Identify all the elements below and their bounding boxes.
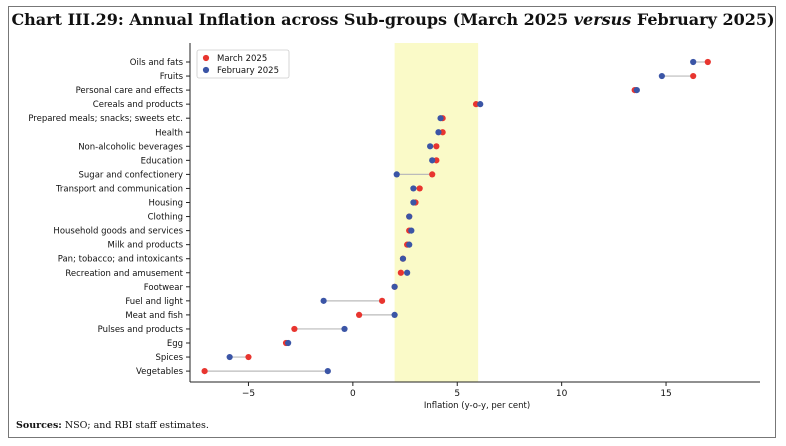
category-label: Prepared meals; snacks; sweets etc. [28,114,183,124]
category-label: Non-alcoholic beverages [78,142,183,152]
category-label: Pulses and products [98,325,184,335]
february-point [633,87,640,94]
february-point [406,213,413,220]
february-point [399,255,407,262]
chart-title: Chart III.29: Annual Inflation across Su… [0,10,786,29]
february-point [285,339,292,347]
february-point [320,297,327,304]
category-label: Pan; tobacco; and intoxicants [58,255,184,265]
category-label: Egg [167,339,183,349]
category-label: Housing [148,199,183,209]
category-label: Fuel and light [125,297,183,307]
category-label: Footwear [144,283,184,293]
category-label: Education [141,156,183,166]
february-point [324,368,331,375]
march-point [201,368,208,375]
february-point [391,311,398,318]
legend-february-marker [202,66,210,74]
february-point [437,115,444,122]
category-label: Personal care and effects [76,86,184,96]
target-band [394,43,479,382]
x-axis-label: Inflation (y-o-y, per cent) [424,401,530,411]
title-tail: February 2025) [631,10,775,29]
february-point [406,241,413,248]
march-point [356,311,363,318]
february-point [658,72,665,80]
category-label: Milk and products [108,241,184,251]
march-point [690,72,697,80]
category-label: Sugar and confectionery [79,170,183,180]
february-point [404,269,411,276]
category-label: Oils and fats [130,58,184,68]
x-tick-label: 10 [556,389,568,399]
march-point [291,325,298,333]
title-versus: versus [573,10,632,29]
february-point [477,101,484,108]
chart-frame [8,6,776,438]
category-label: Cereals and products [93,100,184,110]
sources-label: Sources: [16,420,62,431]
february-point [429,157,436,164]
february-point [226,353,233,361]
category-label: Clothing [148,213,183,223]
february-point [435,129,442,136]
march-point [378,297,386,304]
legend-february-label: February 2025 [217,66,279,76]
legend-march-label: March 2025 [217,54,267,64]
category-label: Recreation and amusement [65,269,183,279]
category-label: Vegetables [136,367,184,377]
march-point [397,269,404,276]
x-tick-label: 5 [454,389,460,399]
march-point [429,171,436,178]
february-point [410,199,417,206]
february-point [393,171,400,178]
february-point [341,325,348,333]
category-label: Transport and communication [55,184,183,194]
category-label: Fruits [160,72,184,82]
legend-box [196,49,290,79]
x-tick-label: −5 [242,389,255,399]
march-point [416,185,423,192]
march-point [433,143,440,150]
sources-text: NSO; and RBI staff estimates. [61,420,209,431]
legend-march-marker [202,54,210,62]
march-point [704,58,711,66]
category-label: Meat and fish [125,311,183,321]
title-main: Chart III.29: Annual Inflation across Su… [11,10,574,29]
sources-note: Sources: NSO; and RBI staff estimates. [16,420,209,431]
february-point [408,227,415,234]
march-point [245,353,252,361]
x-tick-label: 0 [350,389,356,399]
february-point [690,58,697,66]
february-point [391,283,398,290]
x-tick-label: 15 [660,389,671,399]
february-point [427,143,434,150]
category-label: Household goods and services [53,227,183,237]
category-label: Spices [156,353,184,363]
february-point [410,185,417,192]
category-label: Health [155,128,183,138]
